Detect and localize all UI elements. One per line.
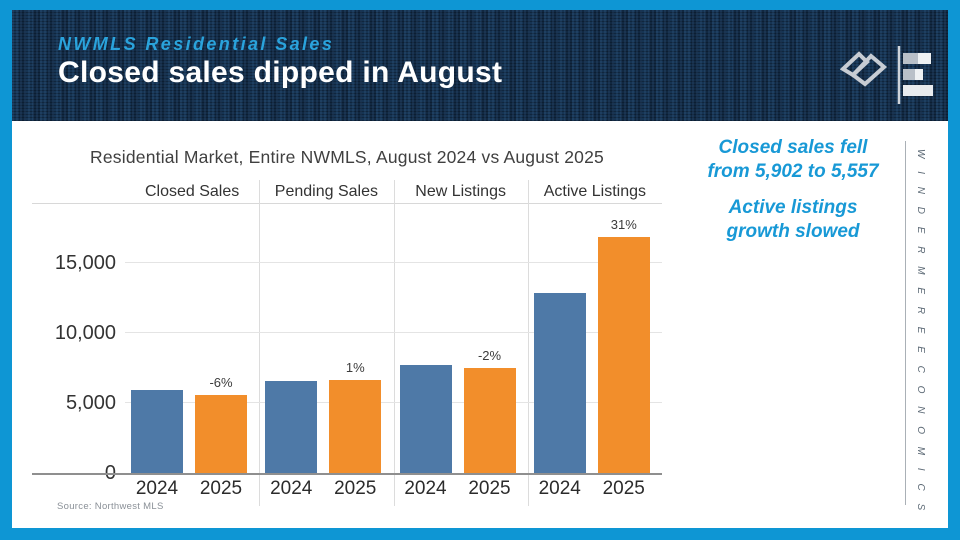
x-tick-label: 2024 bbox=[270, 478, 313, 499]
column-header: New Listings bbox=[415, 183, 506, 200]
x-tick-group: 2024 2025 bbox=[125, 477, 259, 503]
slide-header: NWMLS Residential Sales Closed sales dip… bbox=[12, 10, 948, 121]
x-tick-label: 2025 bbox=[199, 478, 243, 499]
bar-2024 bbox=[131, 390, 183, 473]
chart-title: Residential Market, Entire NWMLS, August… bbox=[90, 147, 604, 167]
chart-column-headers: Closed Sales Pending Sales New Listings Act… bbox=[125, 181, 662, 203]
x-tick-label: 2025 bbox=[468, 478, 511, 499]
group-divider bbox=[527, 180, 529, 506]
x-tick-group: 2024 2025 bbox=[259, 477, 393, 503]
column-header: Pending Sales bbox=[274, 183, 378, 200]
windermere-w-logo-icon bbox=[839, 48, 888, 97]
x-tick-label: 2025 bbox=[602, 478, 645, 499]
bar-2025 bbox=[463, 367, 516, 473]
x-axis-baseline bbox=[32, 473, 662, 475]
windermere-economics-vertical-label: W I N D E R M E R E E C O N O M I C S bbox=[915, 149, 926, 516]
y-tick-label: 10,000 bbox=[54, 322, 116, 345]
bar-2024 bbox=[533, 292, 586, 473]
bar-group-new-listings: -2% bbox=[394, 203, 528, 473]
bar-group-pending-sales: 1% bbox=[259, 203, 393, 473]
content-card: Residential Market, Entire NWMLS, August… bbox=[12, 121, 948, 528]
x-tick-label: 2025 bbox=[334, 478, 377, 499]
plot-area: -6% 1% -2% 31% bbox=[125, 203, 662, 473]
bar-2024 bbox=[399, 365, 452, 473]
source-note: Source: Northwest MLS bbox=[57, 501, 164, 512]
callout-note-1: Closed sales fell from 5,902 to 5,557 bbox=[707, 137, 879, 182]
sidebar-divider bbox=[905, 141, 906, 505]
x-tick-label: 2024 bbox=[538, 478, 581, 499]
gridline bbox=[125, 402, 662, 404]
callout-note-2: Active listings growth slowed bbox=[726, 197, 860, 242]
bar-2024 bbox=[265, 380, 318, 473]
pct-change-label: -2% bbox=[477, 347, 502, 363]
bar-2025 bbox=[329, 379, 382, 473]
bar-2025 bbox=[597, 236, 650, 473]
gridline bbox=[125, 332, 662, 334]
x-tick-label: 2024 bbox=[135, 478, 179, 499]
header-kicker: NWMLS Residential Sales bbox=[58, 34, 335, 54]
pct-change-label: 31% bbox=[610, 216, 637, 232]
page-title: Closed sales dipped in August bbox=[58, 56, 503, 89]
callout-notes: Closed sales fell from 5,902 to 5,557 Ac… bbox=[695, 136, 891, 256]
gridline bbox=[125, 262, 662, 264]
pct-change-label: 1% bbox=[345, 359, 365, 375]
pct-change-label: -6% bbox=[209, 375, 233, 391]
bar-group-active-listings: 31% bbox=[528, 203, 662, 473]
column-header: Active Listings bbox=[543, 183, 646, 200]
group-divider bbox=[393, 180, 395, 506]
bar-group-closed-sales: -6% bbox=[125, 203, 259, 473]
column-header: Closed Sales bbox=[144, 183, 240, 200]
bar-2025 bbox=[195, 395, 247, 473]
x-tick-label: 2024 bbox=[404, 478, 447, 499]
economics-bar-chart-icon bbox=[896, 44, 938, 111]
chart-frame bbox=[125, 180, 662, 506]
group-divider bbox=[259, 180, 261, 506]
y-tick-label: 5,000 bbox=[65, 392, 116, 415]
x-tick-group: 2024 2025 bbox=[394, 477, 528, 503]
x-tick-group: 2024 2025 bbox=[528, 477, 662, 503]
header-rule bbox=[32, 203, 662, 204]
y-tick-label: 15,000 bbox=[54, 252, 116, 275]
x-axis-labels: 2024 2025 2024 2025 2024 2025 2024 2025 bbox=[125, 477, 662, 503]
